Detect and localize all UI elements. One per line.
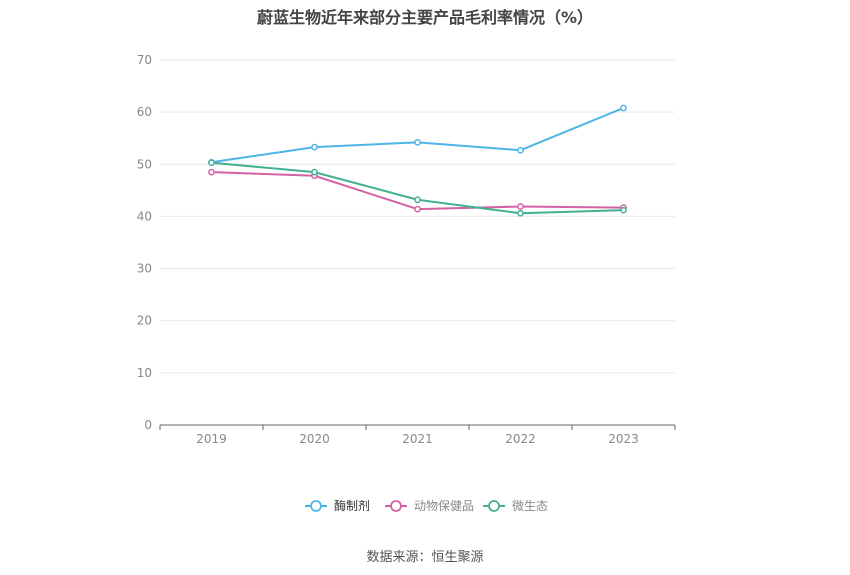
data-point [517,203,524,210]
axes: 0 10 20 30 40 50 60 70 2019 2020 2021 2022 2023 [137,53,676,446]
data-point [620,206,627,214]
grid-lines [160,59,675,374]
x-tick-label: 2019 [196,432,227,446]
legend-marker-circle [488,500,500,512]
data-point [208,168,215,176]
chart-title: 蔚蓝生物近年来部分主要产品毛利率情况（%） [256,8,594,27]
data-point [311,168,318,176]
x-tick-label: 2022 [505,432,536,446]
legend-label: 微生态 [512,499,548,513]
series-lines [208,104,627,217]
data-point [620,104,627,112]
data-point [517,209,524,217]
source-note: 数据来源：恒生聚源 [366,550,484,565]
y-tick-label: 60 [137,105,152,119]
y-tick-label: 40 [137,209,152,223]
data-point [208,159,215,167]
y-tick-label: 0 [144,418,152,432]
series-line [211,161,624,215]
data-point [414,205,421,213]
data-point [414,139,421,146]
y-tick-label: 30 [137,262,152,276]
legend: 酶制剂 动物保健品 微生态 [305,498,548,513]
x-tick-label: 2023 [608,432,639,446]
legend-marker-circle [390,500,402,512]
legend-label: 动物保健品 [414,499,474,513]
y-tick-label: 50 [137,157,152,171]
data-point [414,196,421,204]
y-tick-label: 10 [137,366,152,380]
x-tick-label: 2021 [402,432,433,446]
x-tick-label: 2020 [299,432,330,446]
data-point [311,143,318,151]
series-line [211,171,624,211]
y-tick-label: 20 [137,314,152,328]
series-line [211,107,624,164]
data-point [517,146,524,154]
legend-marker-circle [310,500,322,512]
y-tick-label: 70 [137,53,152,67]
legend-label: 酶制剂 [334,498,370,513]
